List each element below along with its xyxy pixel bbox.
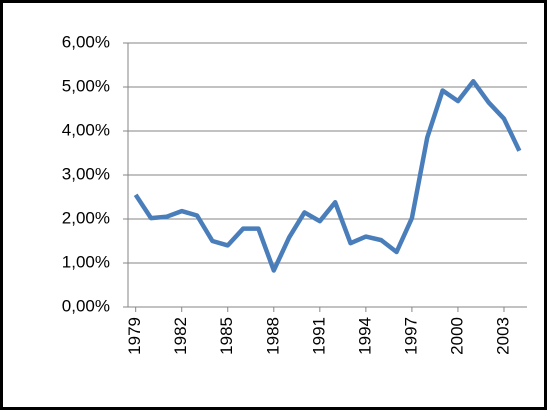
x-tick-label: 1985: [217, 317, 236, 355]
x-tick-label: 2000: [447, 317, 466, 355]
y-tick-label: 1,00%: [62, 252, 110, 271]
x-tick-label: 1979: [125, 317, 144, 355]
x-tick-label: 1988: [263, 317, 282, 355]
line-series: [133, 79, 522, 273]
x-tick-label: 1997: [401, 317, 420, 355]
y-tick-label: 6,00%: [62, 32, 110, 51]
x-tick-label: 2003: [493, 317, 512, 355]
y-tick-label: 5,00%: [62, 76, 110, 95]
y-tick-label: 4,00%: [62, 120, 110, 139]
x-tick-label: 1982: [171, 317, 190, 355]
y-tick-label: 0,00%: [62, 296, 110, 315]
y-tick-label: 3,00%: [62, 164, 110, 183]
x-tick-label: 1994: [355, 317, 374, 355]
x-tick-label: 1991: [309, 317, 328, 355]
y-tick-label: 2,00%: [62, 208, 110, 227]
